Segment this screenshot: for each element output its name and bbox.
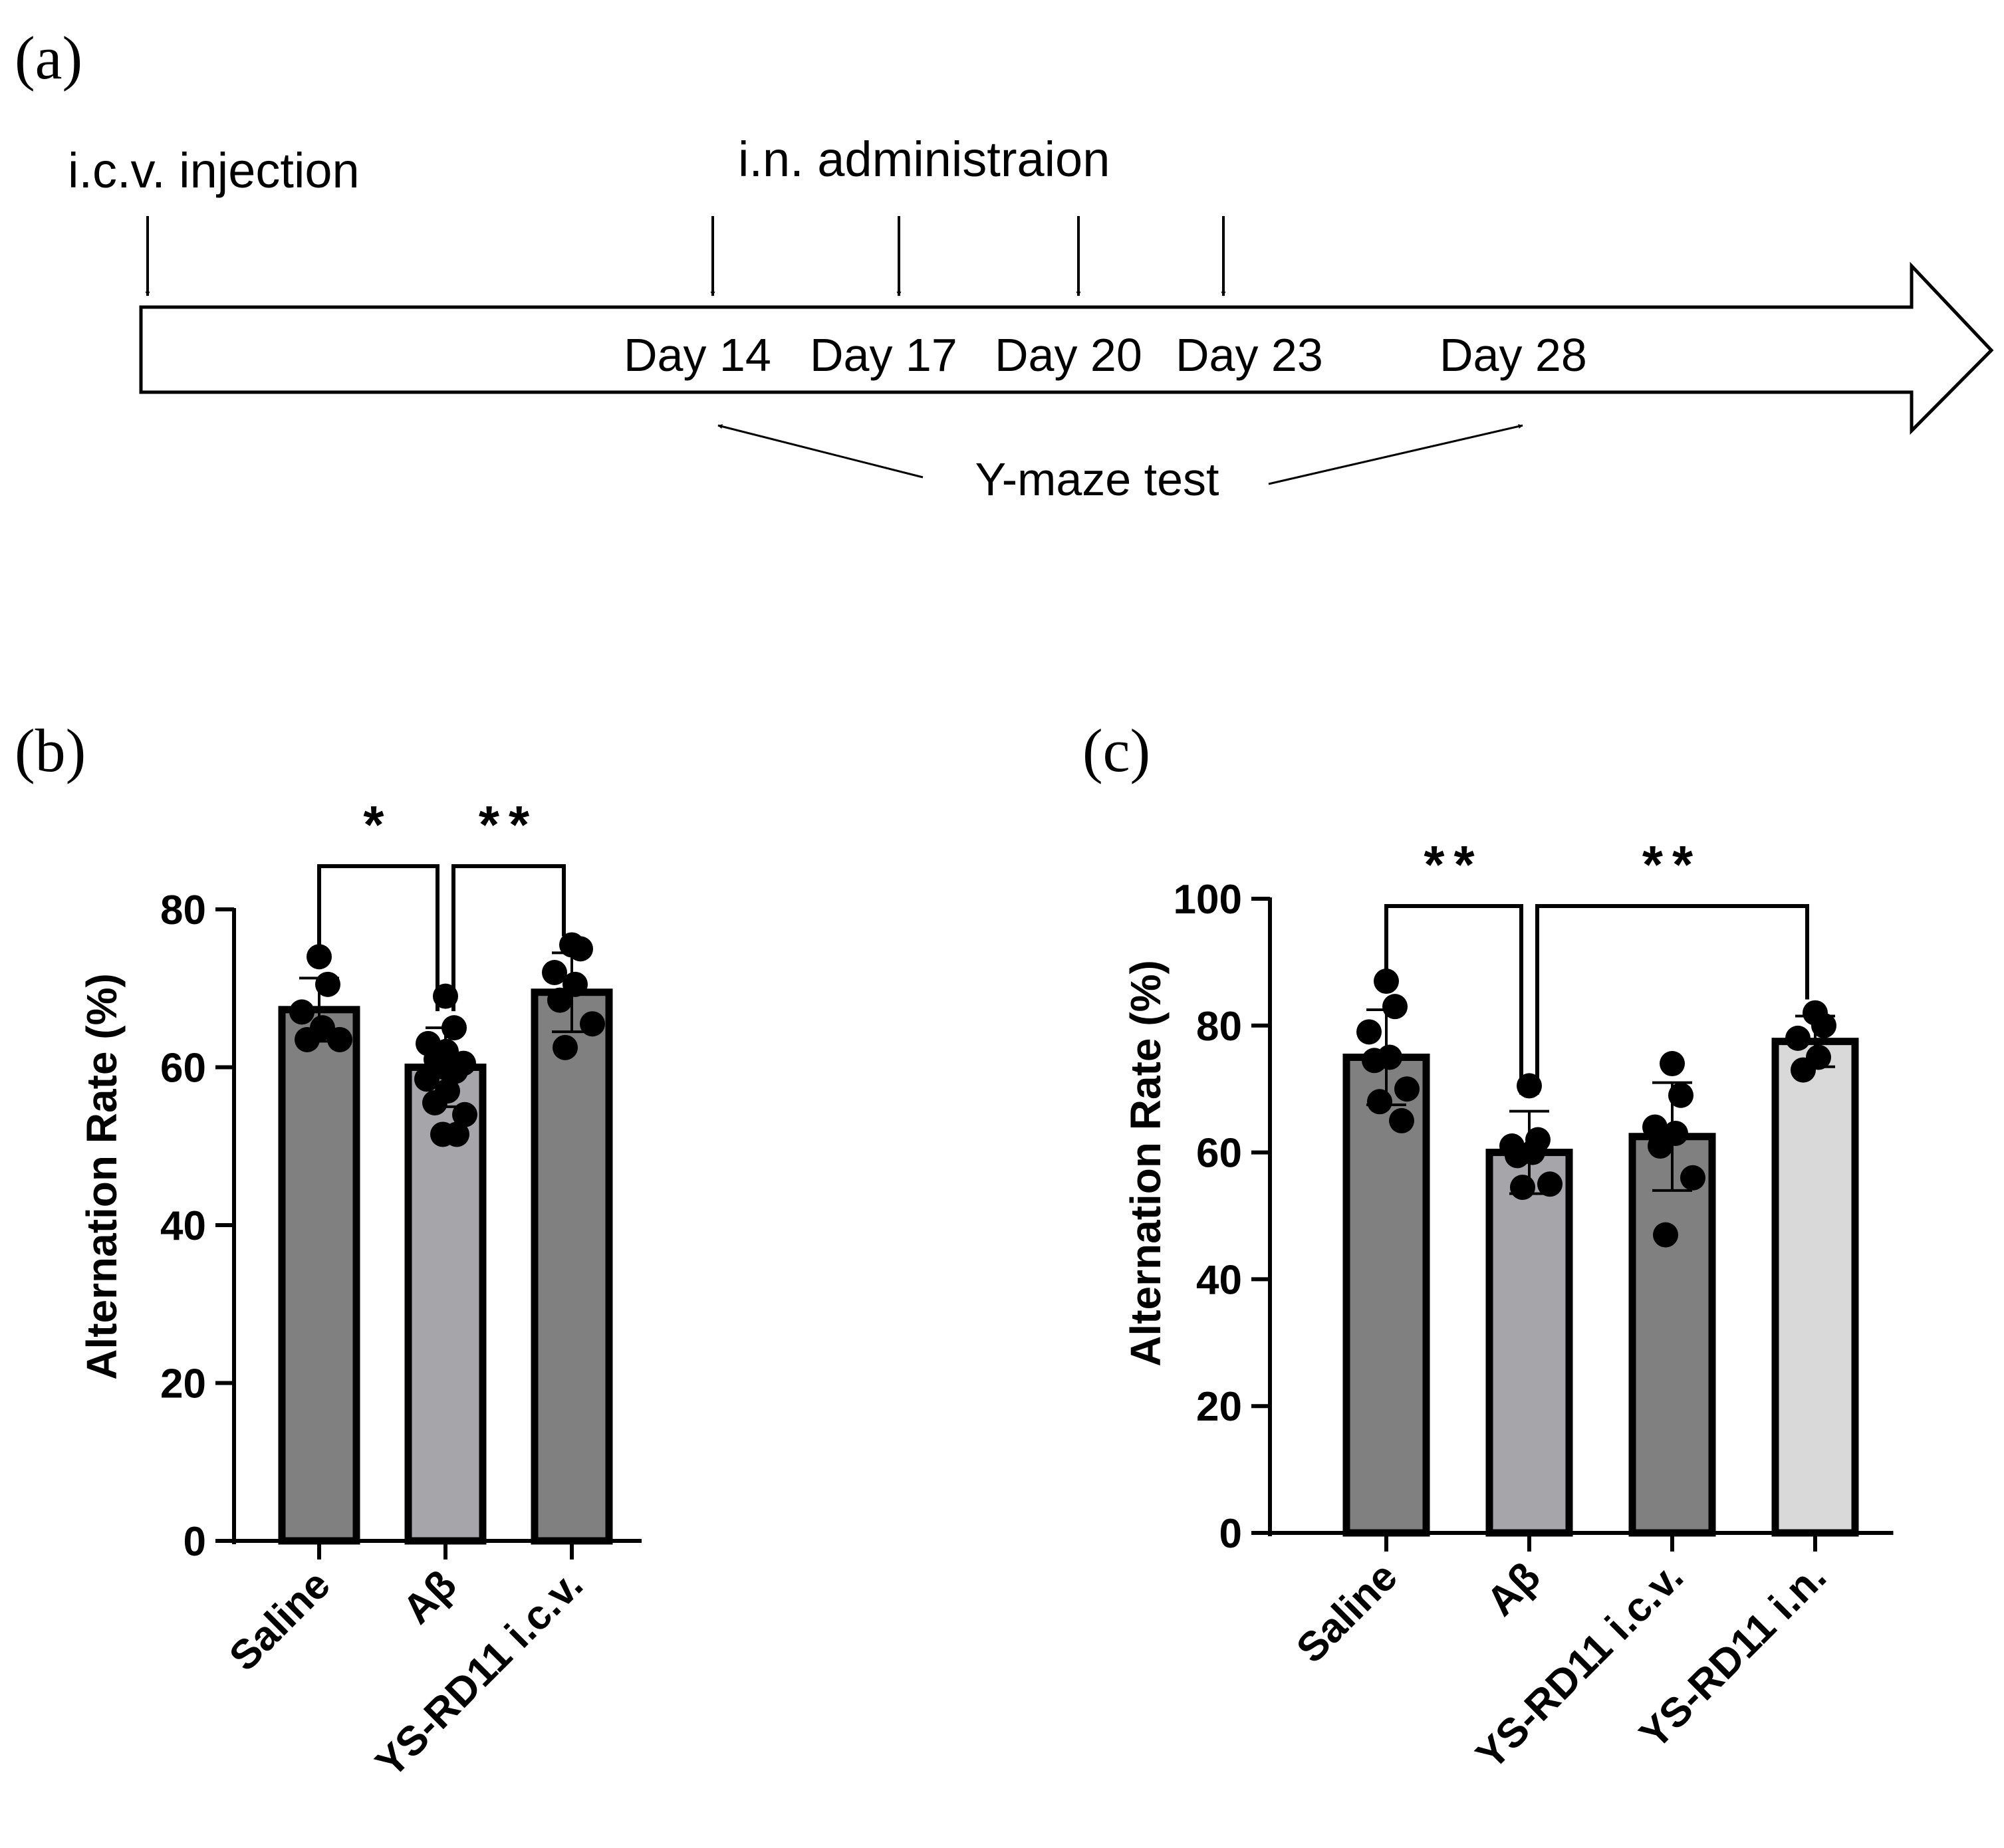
y-tick-label: 20 <box>1196 1384 1242 1430</box>
ymaze-arrow-left <box>717 424 924 479</box>
data-point <box>1394 1076 1420 1102</box>
data-point <box>414 1066 439 1092</box>
day-label: Day 17 <box>810 329 957 381</box>
time-markers <box>145 216 1226 296</box>
bar <box>1485 1149 1573 1537</box>
data-point <box>1653 1222 1678 1248</box>
significance-bracket <box>1535 904 1809 1095</box>
data-point <box>422 1090 447 1115</box>
day-label: Day 14 <box>624 329 771 381</box>
y-tick-label: 80 <box>160 887 206 933</box>
panel-label-a: (a) <box>15 24 82 92</box>
data-point <box>315 971 340 997</box>
data-point <box>580 1011 605 1037</box>
in-administration-label: i.n. administraion <box>738 132 1110 187</box>
data-point <box>563 971 588 997</box>
data-point <box>441 1015 467 1041</box>
significance-stars: ** <box>479 795 539 854</box>
y-axis-label-c: Alternation Rate (%) <box>1122 960 1170 1367</box>
data-point <box>443 1058 468 1084</box>
y-tick-label: 20 <box>160 1361 206 1407</box>
data-point <box>1389 1107 1414 1133</box>
significance-bracket <box>1384 904 1523 1095</box>
panel-a: (a) i.c.v. injection i.n. administraion … <box>15 24 1994 505</box>
y-tick-label: 40 <box>1196 1257 1242 1303</box>
significance-stars: ** <box>1424 835 1483 894</box>
data-point <box>1660 1051 1685 1077</box>
data-point <box>1791 1057 1816 1083</box>
y-tick-label: 0 <box>184 1519 206 1565</box>
significance-bracket <box>317 864 439 1012</box>
data-point <box>1362 1048 1387 1074</box>
y-tick-label: 0 <box>1219 1511 1242 1557</box>
data-point <box>542 960 567 985</box>
data-point <box>289 999 314 1025</box>
data-point <box>1537 1171 1563 1197</box>
day-label: Day 20 <box>995 329 1142 381</box>
data-point <box>1382 994 1408 1020</box>
y-axis-label-b: Alternation Rate (%) <box>78 973 126 1380</box>
bar <box>278 1006 360 1545</box>
panel-label-b: (b) <box>15 717 86 784</box>
ymaze-test-label: Y-maze test <box>975 453 1219 505</box>
day-labels: Day 14 Day 17 Day 20 Day 23 Day 28 <box>624 329 1587 381</box>
data-point <box>547 987 572 1013</box>
data-point <box>1356 1019 1382 1045</box>
day-label: Day 23 <box>1176 329 1323 381</box>
data-point <box>568 936 593 962</box>
x-tick-label: Saline <box>1288 1554 1406 1672</box>
data-point <box>1505 1143 1530 1169</box>
data-point <box>1668 1082 1693 1108</box>
significance-stars: * <box>363 795 393 854</box>
bar <box>531 988 613 1545</box>
panel-b: (b) Alternation Rate (%) 0 20 40 60 80 Saline… <box>15 717 642 1786</box>
panel-c: (c) Alternation Rate (%) 0 20 40 60 80 100 Sal… <box>1082 717 1894 1778</box>
data-point <box>295 1026 320 1052</box>
data-point <box>1367 1089 1392 1115</box>
y-tick-label: 60 <box>160 1046 206 1092</box>
y-tick-label: 60 <box>1196 1131 1242 1177</box>
day-label: Day 28 <box>1440 329 1587 381</box>
data-point <box>327 1026 352 1052</box>
y-tick-label: 80 <box>1196 1004 1242 1050</box>
x-tick-label: Aβ <box>394 1561 465 1633</box>
ymaze-arrow-right <box>1268 424 1523 485</box>
data-point <box>1680 1165 1705 1191</box>
bar <box>1342 1054 1430 1537</box>
bar <box>1771 1038 1859 1537</box>
data-point <box>452 1101 477 1127</box>
data-point <box>1642 1114 1668 1140</box>
data-point <box>1648 1133 1673 1159</box>
significance-bracket <box>451 864 566 1012</box>
data-point <box>1510 1175 1535 1201</box>
timeline-arrow <box>139 261 1994 435</box>
data-point <box>1811 1012 1836 1038</box>
x-tick-label: Saline <box>221 1561 339 1680</box>
significance-stars: ** <box>1642 835 1702 894</box>
y-tick-label: 40 <box>160 1203 206 1249</box>
bar <box>1628 1133 1716 1537</box>
x-tick-label: Aβ <box>1478 1554 1549 1625</box>
data-point <box>553 1034 578 1060</box>
icv-injection-label: i.c.v. injection <box>68 143 360 198</box>
data-point <box>444 1121 469 1147</box>
y-tick-label: 100 <box>1174 877 1242 923</box>
data-point <box>1785 1025 1811 1051</box>
panel-label-c: (c) <box>1082 717 1150 784</box>
